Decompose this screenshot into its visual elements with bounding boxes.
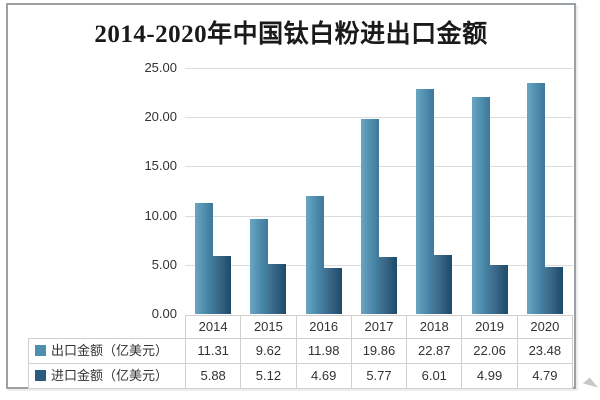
value-cell: 9.62 (240, 338, 297, 364)
value-cell: 22.06 (461, 338, 518, 364)
y-tick-label: 0.00 (151, 306, 177, 321)
year-header-cell: 2019 (461, 315, 518, 339)
bar-import-2018 (434, 255, 452, 314)
value-cell: 5.77 (350, 363, 408, 389)
legend-label: 出口金额（亿美元） (51, 343, 169, 358)
gridline (185, 68, 573, 69)
export-swatch-icon (35, 345, 46, 356)
value-cell: 22.87 (406, 338, 463, 364)
bar-export-2015 (250, 219, 268, 314)
table-corner-blank (29, 316, 186, 339)
bar-export-2020 (527, 83, 545, 314)
bar-import-2020 (545, 267, 563, 314)
table-row-export: 出口金额（亿美元） 11.31 9.62 11.98 19.86 22.87 22.06 23… (28, 338, 574, 364)
bar-import-2014 (213, 256, 231, 314)
bar-export-2016 (306, 196, 324, 314)
value-cell: 5.12 (240, 363, 297, 389)
year-header-cell: 2017 (350, 315, 408, 339)
year-header-cell: 2015 (240, 315, 297, 339)
table-row-import: 进口金额（亿美元） 5.88 5.12 4.69 5.77 6.01 4.99 4.79 (28, 363, 574, 389)
legend-cell-import: 进口金额（亿美元） (28, 363, 186, 389)
value-cell: 6.01 (406, 363, 463, 389)
bar-import-2017 (379, 257, 397, 314)
import-swatch-icon (35, 370, 46, 381)
y-tick-label: 10.00 (144, 208, 177, 223)
value-cell: 11.98 (295, 338, 352, 364)
value-cell: 4.69 (295, 363, 352, 389)
bar-export-2018 (416, 89, 434, 314)
value-cell: 19.86 (350, 338, 408, 364)
value-cell: 23.48 (516, 338, 574, 364)
y-tick-label: 5.00 (151, 257, 177, 272)
year-header-cell: 2020 (516, 315, 574, 339)
legend-label: 进口金额（亿美元） (51, 368, 169, 383)
value-cell: 5.88 (184, 363, 242, 389)
cursor-icon (582, 377, 599, 394)
bar-import-2016 (324, 268, 342, 314)
year-header-cell: 2014 (184, 315, 242, 339)
bar-export-2017 (361, 119, 379, 314)
value-cell: 4.79 (516, 363, 574, 389)
gridline (185, 216, 573, 217)
year-header-cell: 2016 (295, 315, 352, 339)
bar-export-2019 (472, 97, 490, 314)
gridline (185, 166, 573, 167)
table-header-row: 2014 2015 2016 2017 2018 2019 2020 (29, 315, 574, 339)
bar-import-2019 (490, 265, 508, 314)
legend-cell-export: 出口金额（亿美元） (28, 338, 186, 364)
bar-export-2014 (195, 203, 213, 314)
value-cell: 4.99 (461, 363, 518, 389)
y-tick-label: 25.00 (144, 60, 177, 75)
data-table: 2014 2015 2016 2017 2018 2019 2020 出口金额（亿美元） 11.… (28, 315, 574, 389)
y-tick-label: 15.00 (144, 158, 177, 173)
chart-title: 2014-2020年中国钛白粉进出口金额 (94, 21, 488, 48)
y-tick-label: 20.00 (144, 109, 177, 124)
value-cell: 11.31 (184, 338, 242, 364)
year-header-cell: 2018 (406, 315, 463, 339)
bar-import-2015 (268, 264, 286, 314)
gridline (185, 117, 573, 118)
